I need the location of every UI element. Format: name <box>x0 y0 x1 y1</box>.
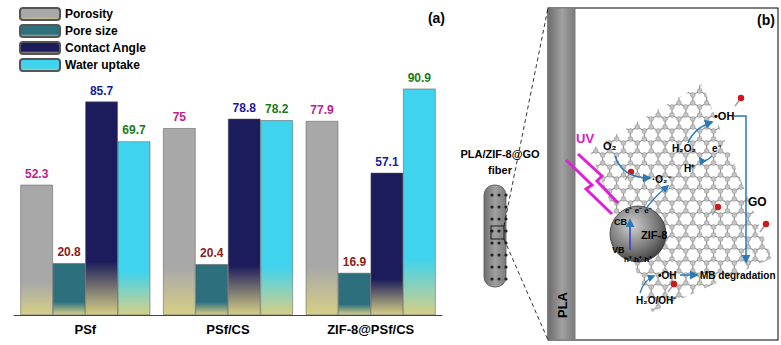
svg-text:e⁻ e⁻ e⁻: e⁻ e⁻ e⁻ <box>625 206 652 215</box>
svg-text:Pore size: Pore size <box>65 24 118 38</box>
svg-text:PSf/CS: PSf/CS <box>206 322 250 337</box>
svg-text:78.8: 78.8 <box>233 101 257 115</box>
svg-text:77.9: 77.9 <box>310 103 334 117</box>
svg-text:ZIF-8@PSf/CS: ZIF-8@PSf/CS <box>327 322 414 337</box>
svg-text:57.1: 57.1 <box>375 155 399 169</box>
svg-text:UV: UV <box>576 131 594 146</box>
svg-text:O₂: O₂ <box>603 140 617 152</box>
svg-text:H₂O/OH⁻: H₂O/OH⁻ <box>636 295 677 306</box>
svg-text:75: 75 <box>173 110 187 124</box>
svg-text:69.7: 69.7 <box>122 123 146 137</box>
svg-text:H₂O₂: H₂O₂ <box>672 143 696 154</box>
svg-text:Water uptake: Water uptake <box>65 58 140 72</box>
svg-text:•OH: •OH <box>658 270 677 281</box>
svg-text:MB degradation: MB degradation <box>700 270 776 281</box>
svg-text:ZIF-8: ZIF-8 <box>641 229 667 241</box>
svg-text:85.7: 85.7 <box>90 84 114 98</box>
svg-text:(b): (b) <box>757 12 775 28</box>
svg-text:Contact Angle: Contact Angle <box>65 41 146 55</box>
svg-text:•OH: •OH <box>714 110 734 122</box>
svg-text:PSf: PSf <box>74 322 96 337</box>
svg-text:·O₂⁻: ·O₂⁻ <box>652 174 672 185</box>
svg-text:16.9: 16.9 <box>343 255 367 269</box>
svg-text:Porosity: Porosity <box>65 7 113 21</box>
svg-text:GO: GO <box>748 195 767 209</box>
svg-text:e⁻: e⁻ <box>712 143 722 154</box>
svg-text:52.3: 52.3 <box>25 167 49 181</box>
svg-text:PLA: PLA <box>555 291 570 318</box>
svg-text:(a): (a) <box>428 10 445 26</box>
svg-text:CB: CB <box>614 217 627 227</box>
svg-text:fiber: fiber <box>488 164 513 176</box>
svg-text:VB: VB <box>612 245 625 255</box>
svg-text:PLA/ZIF-8@GO: PLA/ZIF-8@GO <box>460 148 540 160</box>
svg-text:20.8: 20.8 <box>57 245 81 259</box>
svg-text:20.4: 20.4 <box>200 246 224 260</box>
svg-text:H⁺: H⁺ <box>684 163 695 174</box>
svg-text:h⁺ h⁺ h⁺: h⁺ h⁺ h⁺ <box>624 255 652 264</box>
svg-text:90.9: 90.9 <box>408 71 432 85</box>
svg-text:78.2: 78.2 <box>265 102 289 116</box>
